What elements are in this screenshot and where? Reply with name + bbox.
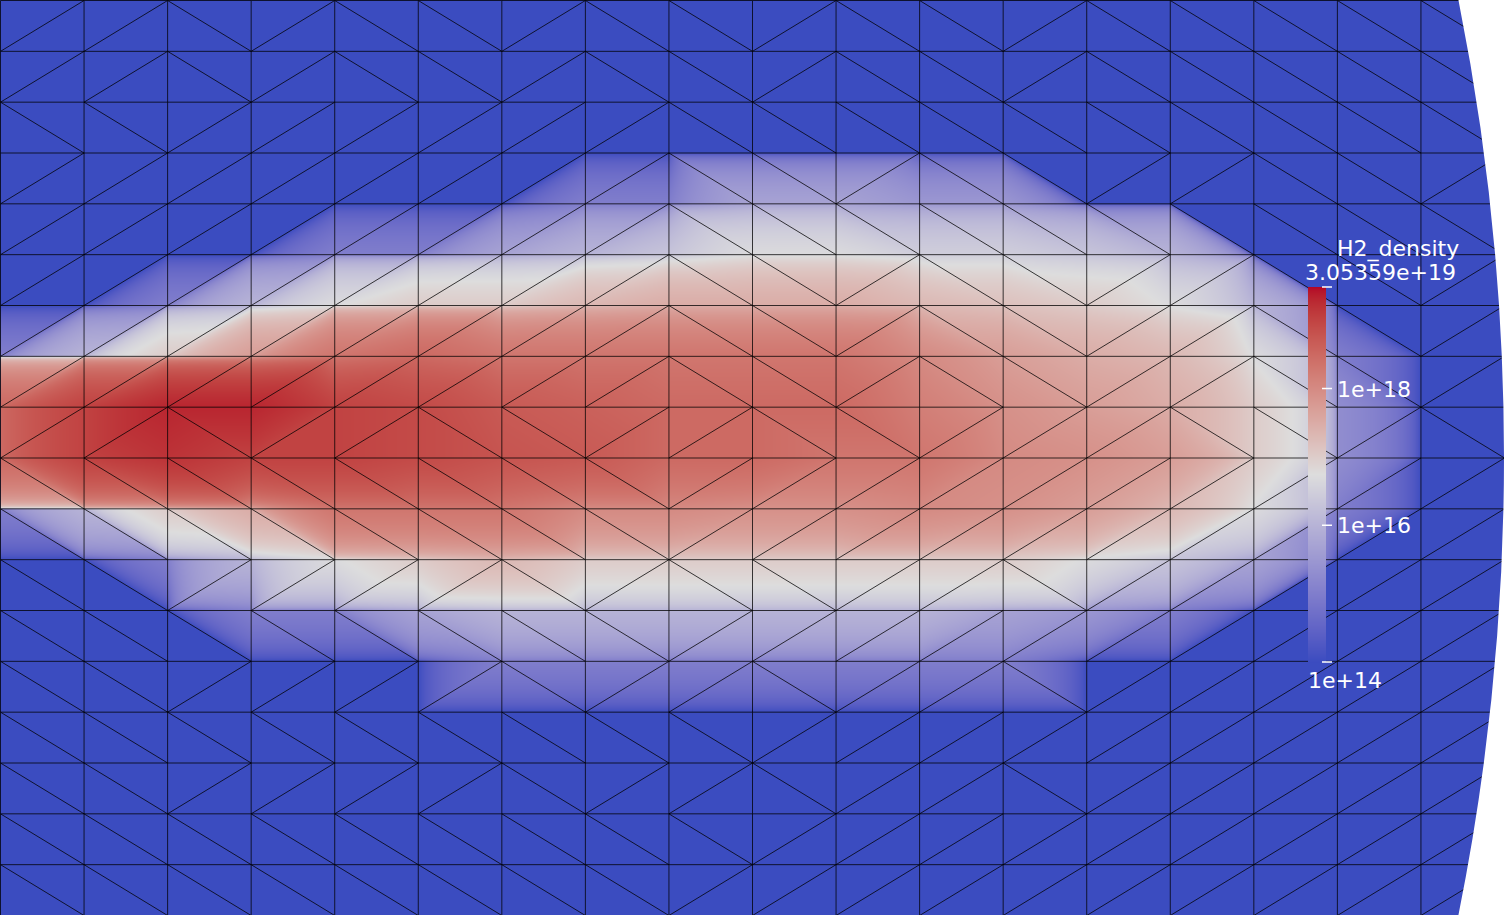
svg-text:3.05359e+19: 3.05359e+19: [1305, 260, 1456, 285]
svg-text:1e+18: 1e+18: [1337, 377, 1411, 402]
svg-text:H2_density: H2_density: [1337, 236, 1459, 262]
svg-text:1e+16: 1e+16: [1337, 513, 1411, 538]
svg-text:1e+14: 1e+14: [1308, 668, 1382, 693]
